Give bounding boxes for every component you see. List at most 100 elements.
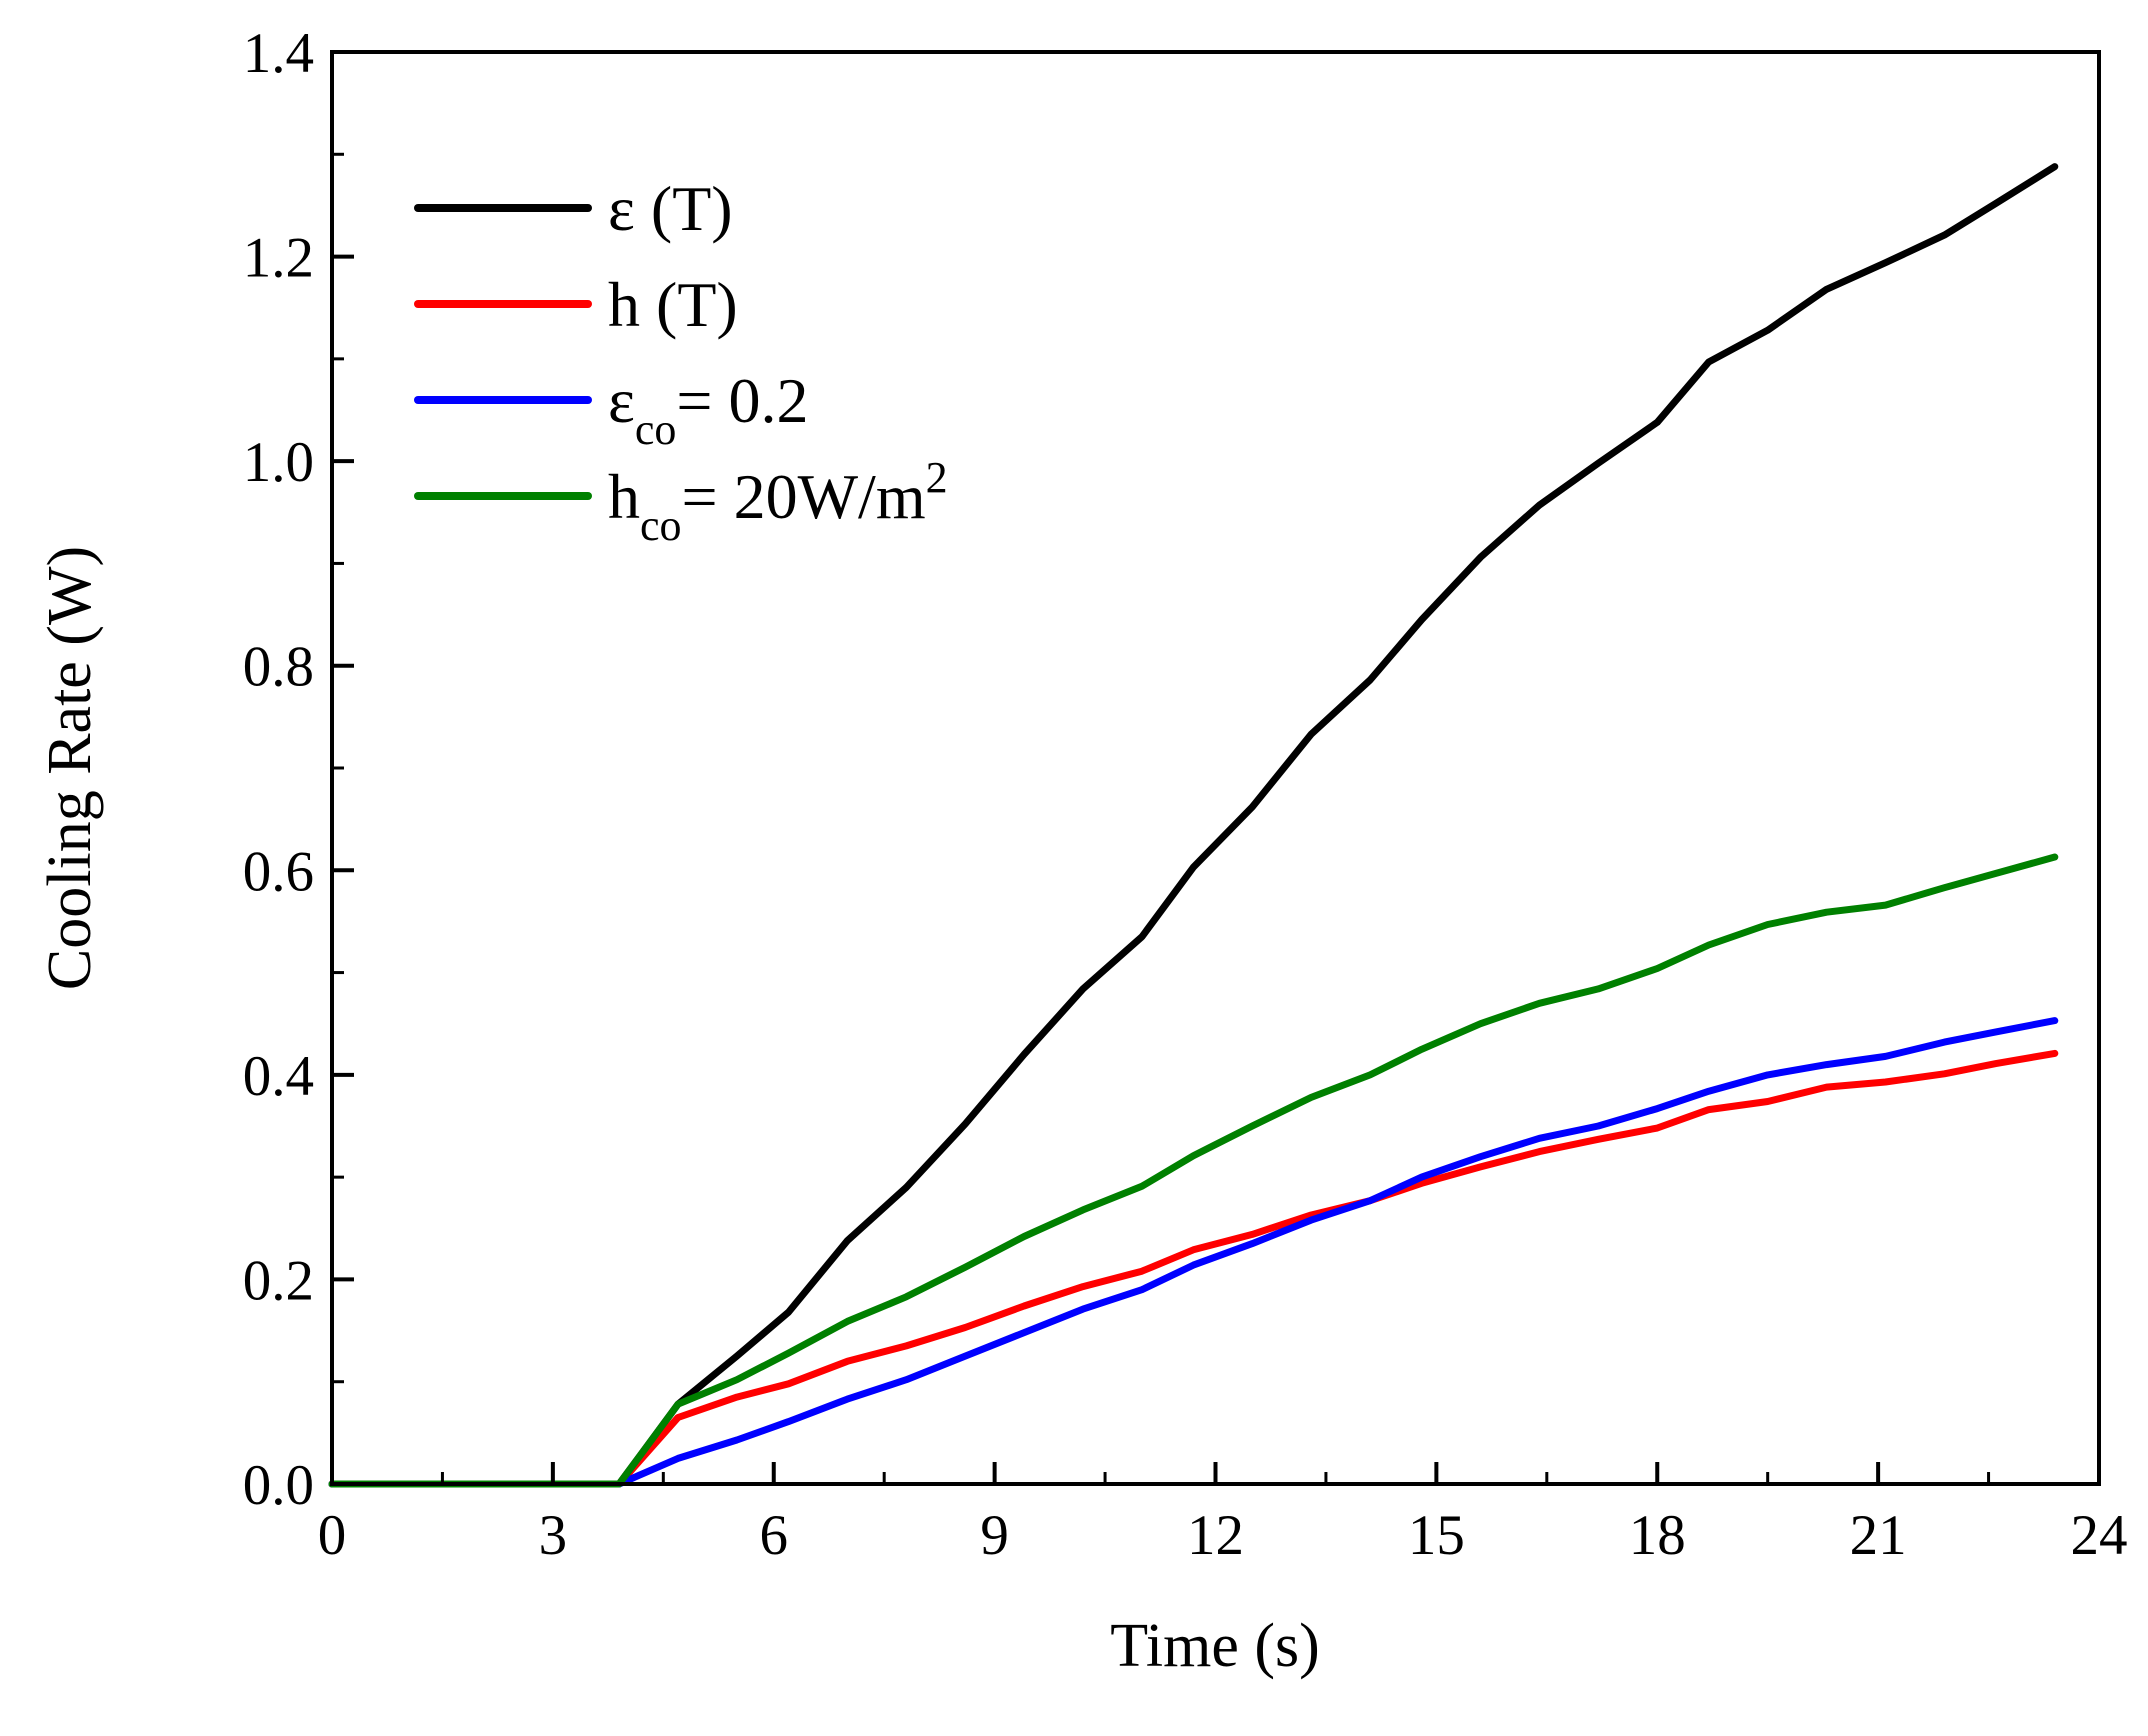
series-4-point xyxy=(964,1266,967,1269)
series-4-point xyxy=(1825,911,1828,914)
series-4-point xyxy=(1479,1022,1482,1025)
series-1-point xyxy=(735,1355,738,1358)
series-3-point xyxy=(1369,1199,1372,1202)
series-3-point xyxy=(1140,1288,1143,1291)
x-tick-label: 21 xyxy=(1850,1504,1907,1567)
series-4-point xyxy=(1994,872,1997,875)
y-tick-label: 0.4 xyxy=(243,1045,314,1108)
series-2-point xyxy=(1251,1233,1254,1236)
series-1-point xyxy=(1994,202,1997,205)
x-tick-label: 3 xyxy=(539,1504,568,1567)
series-3-point xyxy=(2053,1019,2056,1022)
series-1-point xyxy=(1825,288,1828,291)
series-2-point xyxy=(1023,1305,1026,1308)
series-2-point xyxy=(1310,1214,1313,1217)
series-3-point xyxy=(1884,1055,1887,1058)
series-2-point xyxy=(677,1416,680,1419)
series-3-point xyxy=(787,1420,790,1423)
series-1-point xyxy=(1597,462,1600,465)
series-line-4 xyxy=(328,853,2059,1488)
series-4-point xyxy=(2053,856,2056,859)
series-2-point xyxy=(1479,1165,1482,1168)
series-3-point xyxy=(1251,1242,1254,1245)
series-1-point xyxy=(1369,679,1372,682)
series-4-point xyxy=(735,1378,738,1381)
legend-label-4: hco= 20W/m2 xyxy=(608,453,948,550)
series-4-point xyxy=(1420,1048,1423,1051)
series-3-point xyxy=(1082,1308,1085,1311)
series-4-point xyxy=(905,1295,908,1298)
series-4-point xyxy=(1023,1235,1026,1238)
series-2-point xyxy=(1597,1138,1600,1141)
series-1-point xyxy=(1479,556,1482,559)
series-2-point xyxy=(1707,1108,1710,1111)
series-1-point xyxy=(1251,805,1254,808)
x-tick-label: 9 xyxy=(980,1504,1009,1567)
series-4-point xyxy=(1943,886,1946,889)
series-3-point xyxy=(1943,1041,1946,1044)
series-4-point xyxy=(1656,967,1659,970)
series-3-point xyxy=(1994,1030,1997,1033)
legend-label-3: εco= 0.2 xyxy=(608,365,809,454)
series-2-point xyxy=(905,1344,908,1347)
series-2-point xyxy=(1140,1270,1143,1273)
x-tick-label: 6 xyxy=(760,1504,789,1567)
series-4-point xyxy=(1707,944,1710,947)
series-2-point xyxy=(787,1382,790,1385)
y-tick-label: 1.4 xyxy=(243,22,314,85)
series-2-point xyxy=(1943,1072,1946,1075)
series-line-1 xyxy=(328,163,2059,1488)
y-tick-label: 0.0 xyxy=(243,1454,314,1517)
y-tick-label: 0.2 xyxy=(243,1249,314,1312)
x-tick-label: 0 xyxy=(318,1504,347,1567)
series-2-point xyxy=(964,1326,967,1329)
y-tick-label: 0.6 xyxy=(243,840,314,903)
legend-label-1: ε (T) xyxy=(608,173,733,244)
x-axis-ticks: 0 3 6 9 12 15 18 21 24 xyxy=(318,1462,2128,1567)
x-tick-label: 24 xyxy=(2071,1504,2128,1567)
series-3-point xyxy=(846,1398,849,1401)
legend-label-2: h (T) xyxy=(608,269,738,340)
series-3-point xyxy=(1656,1107,1659,1110)
series-1-point xyxy=(1538,504,1541,507)
series-1-point xyxy=(1192,866,1195,869)
series-3-point xyxy=(735,1439,738,1442)
series-2-point xyxy=(846,1360,849,1363)
y-tick-label: 0.8 xyxy=(243,636,314,699)
series-line-3 xyxy=(328,1017,2059,1488)
series-2-point xyxy=(1082,1285,1085,1288)
series-3-point xyxy=(1707,1090,1710,1093)
series-2-point xyxy=(1825,1086,1828,1089)
series-4-point xyxy=(1369,1073,1372,1076)
series-line-2 xyxy=(328,1049,2059,1488)
series-1-point xyxy=(2053,165,2056,168)
series-3-point xyxy=(1597,1125,1600,1128)
series-2-point xyxy=(1538,1150,1541,1153)
series-3-point xyxy=(1310,1219,1313,1222)
series-4-point xyxy=(846,1320,849,1323)
series-1-point xyxy=(1310,733,1313,736)
series-3-point xyxy=(1766,1073,1769,1076)
series-2-point xyxy=(735,1396,738,1399)
series-1-point xyxy=(1082,987,1085,990)
series-3-point xyxy=(1825,1063,1828,1066)
series-1-point xyxy=(1420,618,1423,621)
series-2-point xyxy=(1420,1182,1423,1185)
series-4-point xyxy=(1766,923,1769,926)
series-2-point xyxy=(1884,1081,1887,1084)
series-4-point xyxy=(1310,1096,1313,1099)
series-2-point xyxy=(2053,1052,2056,1055)
series-1-point xyxy=(1023,1053,1026,1056)
series-1-point xyxy=(1766,329,1769,332)
series-1-point xyxy=(787,1311,790,1314)
series-4-point xyxy=(1251,1125,1254,1128)
x-tick-label: 18 xyxy=(1629,1504,1686,1567)
series-1-point xyxy=(1884,261,1887,264)
series-2-point xyxy=(1656,1127,1659,1130)
series-2-point xyxy=(1994,1062,1997,1065)
series-3-point xyxy=(1023,1331,1026,1334)
y-tick-label: 1.2 xyxy=(243,227,314,290)
